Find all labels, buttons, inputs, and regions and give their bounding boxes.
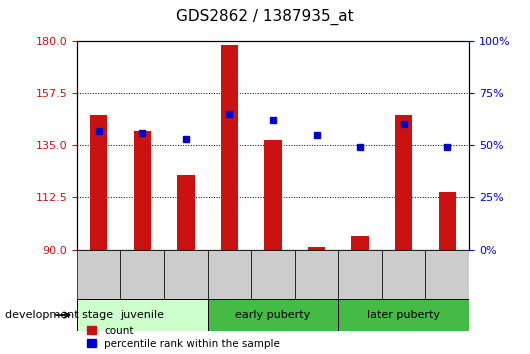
FancyBboxPatch shape [120, 250, 164, 299]
Bar [395, 115, 412, 250]
Text: juvenile: juvenile [120, 310, 164, 320]
FancyBboxPatch shape [338, 250, 382, 299]
Bar [134, 131, 151, 250]
FancyBboxPatch shape [77, 299, 208, 331]
FancyBboxPatch shape [251, 250, 295, 299]
Bar [90, 115, 108, 250]
Text: development stage: development stage [5, 310, 113, 320]
Text: GDS2862 / 1387935_at: GDS2862 / 1387935_at [176, 8, 354, 25]
FancyBboxPatch shape [164, 250, 208, 299]
Bar [351, 236, 369, 250]
FancyBboxPatch shape [338, 299, 469, 331]
Bar [438, 192, 456, 250]
Bar [264, 141, 281, 250]
Text: later puberty: later puberty [367, 310, 440, 320]
Legend: count, percentile rank within the sample: count, percentile rank within the sample [87, 326, 280, 349]
FancyBboxPatch shape [208, 250, 251, 299]
FancyBboxPatch shape [295, 250, 338, 299]
Text: early puberty: early puberty [235, 310, 311, 320]
FancyBboxPatch shape [208, 299, 338, 331]
Bar [308, 247, 325, 250]
FancyBboxPatch shape [77, 250, 120, 299]
Bar [177, 175, 195, 250]
FancyBboxPatch shape [426, 250, 469, 299]
Bar [220, 45, 238, 250]
FancyBboxPatch shape [382, 250, 426, 299]
